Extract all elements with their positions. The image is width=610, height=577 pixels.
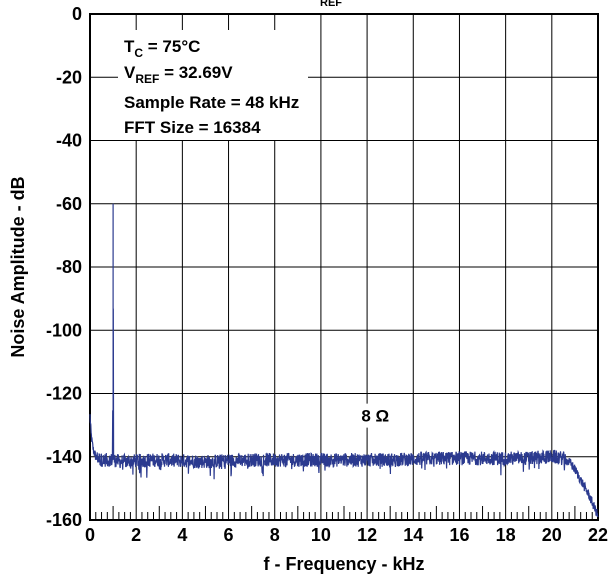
- x-tick-label-7: 14: [403, 525, 423, 545]
- x-tick-label-6: 12: [357, 525, 377, 545]
- x-tick-label-3: 6: [224, 525, 234, 545]
- x-axis-label: f - Frequency - kHz: [263, 554, 424, 574]
- annotation-tc-sub: C: [134, 46, 143, 60]
- x-tick-label-1: 2: [131, 525, 141, 545]
- annotation-vref-sub: REF: [135, 72, 159, 86]
- annotation-sample-rate: Sample Rate = 48 kHz: [124, 93, 299, 112]
- annotation-vref-main: V: [124, 63, 136, 82]
- y-tick-label-3: -60: [56, 194, 82, 214]
- annotation-vref-rest: = 32.69V: [159, 63, 233, 82]
- annotation-tc-main: T: [124, 37, 135, 56]
- y-tick-label-1: -20: [56, 67, 82, 87]
- annotation-vref: VREF = 32.69V: [124, 63, 233, 86]
- x-tick-labels: 0 2 4 6 8 10 12 14 16 18 20 22: [85, 525, 608, 545]
- y-axis-label: Noise Amplitude - dB: [8, 176, 28, 357]
- cut-title-fragment: REF: [320, 0, 342, 9]
- annotation-background: [118, 30, 308, 140]
- x-tick-label-0: 0: [85, 525, 95, 545]
- y-tick-labels: 0 -20 -40 -60 -80 -100 -120 -140 -160: [46, 4, 82, 530]
- annotation-tc-rest: = 75°C: [143, 37, 200, 56]
- annotation-tc: TC = 75°C: [124, 37, 200, 60]
- y-tick-label-2: -40: [56, 131, 82, 151]
- x-tick-label-5: 10: [311, 525, 331, 545]
- annotation-fft-size: FFT Size = 16384: [124, 118, 261, 137]
- y-tick-label-4: -80: [56, 257, 82, 277]
- load-label-background: [357, 403, 398, 428]
- x-tick-label-9: 18: [496, 525, 516, 545]
- x-tick-label-11: 22: [588, 525, 608, 545]
- y-tick-label-8: -160: [46, 510, 82, 530]
- x-tick-label-8: 16: [449, 525, 469, 545]
- x-tick-label-2: 4: [177, 525, 187, 545]
- series-line-noise: [89, 203, 599, 518]
- x-tick-label-4: 8: [270, 525, 280, 545]
- y-tick-label-7: -140: [46, 447, 82, 467]
- plot-frame: [89, 13, 599, 521]
- y-tick-label-5: -100: [46, 320, 82, 340]
- x-tick-label-10: 20: [542, 525, 562, 545]
- annotation-load: 8 Ω: [361, 407, 389, 426]
- y-tick-label-6: -120: [46, 384, 82, 404]
- y-tick-label-0: 0: [72, 4, 82, 24]
- minor-ticks: [95, 506, 593, 520]
